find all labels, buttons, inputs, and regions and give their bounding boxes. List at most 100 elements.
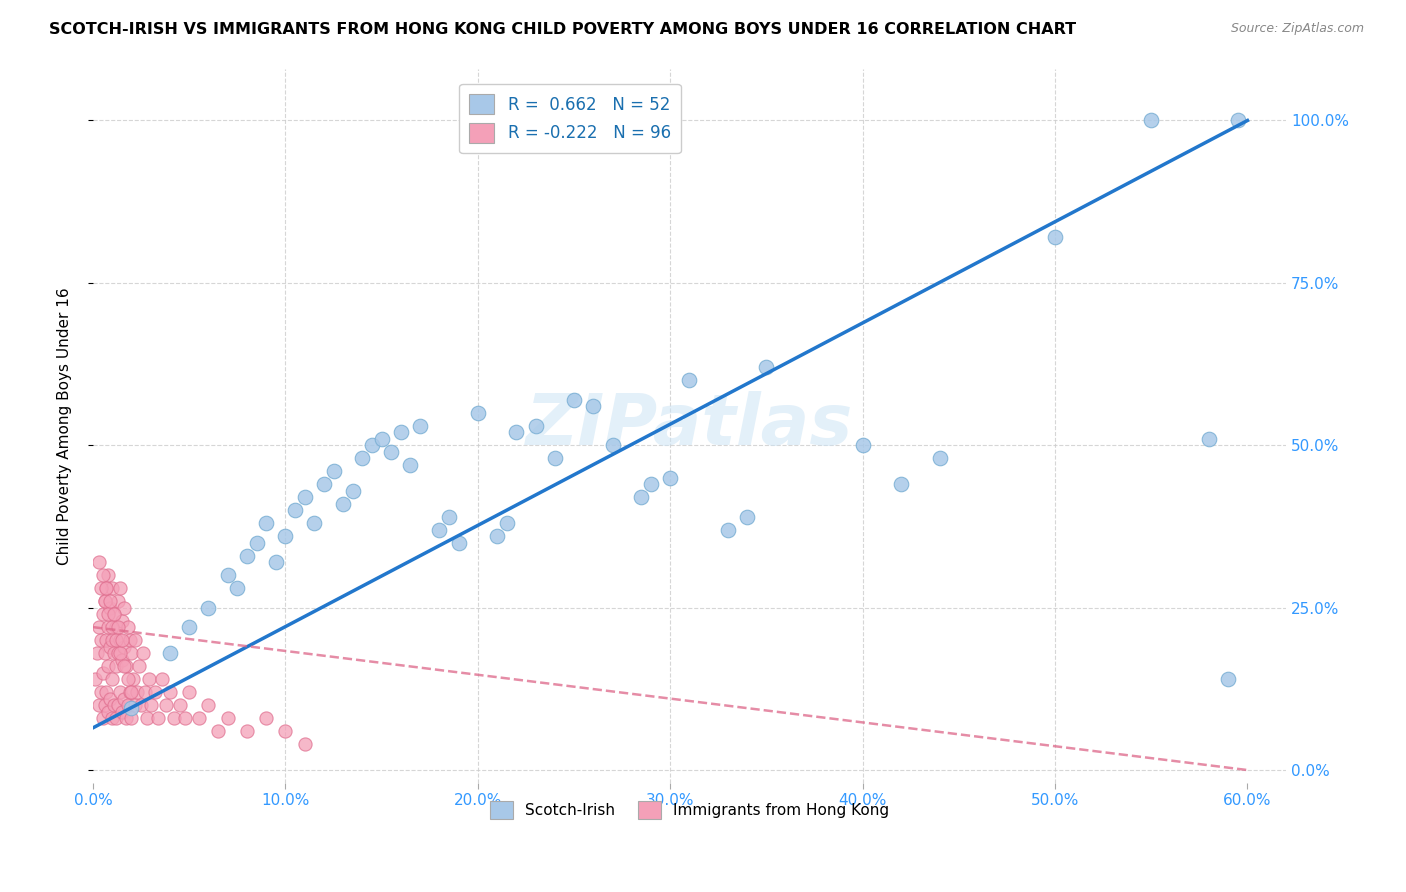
Point	[370, 432, 392, 446]
Point	[755, 360, 778, 375]
Point	[101, 581, 124, 595]
Point	[93, 594, 115, 608]
Point	[467, 406, 489, 420]
Point	[640, 477, 662, 491]
Point	[103, 607, 125, 622]
Point	[495, 516, 517, 531]
Point	[91, 665, 114, 680]
Point	[103, 698, 125, 712]
Legend: Scotch-Irish, Immigrants from Hong Kong: Scotch-Irish, Immigrants from Hong Kong	[484, 795, 896, 825]
Point	[138, 672, 160, 686]
Text: Source: ZipAtlas.com: Source: ZipAtlas.com	[1230, 22, 1364, 36]
Point	[148, 711, 170, 725]
Point	[90, 685, 112, 699]
Point	[112, 640, 135, 654]
Point	[135, 711, 157, 725]
Point	[735, 509, 758, 524]
Point	[274, 724, 297, 739]
Point	[121, 701, 143, 715]
Point	[103, 607, 125, 622]
Point	[264, 555, 287, 569]
Point	[143, 685, 166, 699]
Point	[101, 711, 124, 725]
Point	[98, 691, 121, 706]
Point	[105, 620, 128, 634]
Point	[121, 711, 143, 725]
Point	[890, 477, 912, 491]
Point	[121, 685, 143, 699]
Point	[254, 516, 277, 531]
Point	[87, 555, 110, 569]
Point	[486, 529, 509, 543]
Point	[108, 685, 131, 699]
Point	[111, 633, 134, 648]
Y-axis label: Child Poverty Among Boys Under 16: Child Poverty Among Boys Under 16	[58, 287, 72, 565]
Point	[84, 672, 107, 686]
Point	[207, 724, 229, 739]
Point	[117, 620, 139, 634]
Point	[91, 711, 114, 725]
Point	[93, 698, 115, 712]
Point	[437, 509, 460, 524]
Point	[217, 711, 239, 725]
Point	[1218, 672, 1240, 686]
Point	[101, 620, 124, 634]
Point	[87, 698, 110, 712]
Point	[111, 705, 134, 719]
Point	[107, 620, 129, 634]
Point	[127, 685, 149, 699]
Point	[1043, 230, 1066, 244]
Point	[117, 698, 139, 712]
Point	[505, 425, 527, 440]
Point	[101, 672, 124, 686]
Point	[389, 425, 412, 440]
Point	[236, 724, 259, 739]
Point	[90, 581, 112, 595]
Point	[197, 698, 219, 712]
Point	[122, 672, 145, 686]
Point	[155, 698, 177, 712]
Point	[409, 418, 432, 433]
Point	[96, 581, 118, 595]
Point	[108, 646, 131, 660]
Point	[304, 516, 326, 531]
Point	[87, 620, 110, 634]
Point	[630, 490, 652, 504]
Point	[717, 523, 740, 537]
Point	[103, 646, 125, 660]
Point	[86, 646, 108, 660]
Point	[852, 438, 875, 452]
Point	[294, 737, 316, 751]
Point	[129, 698, 152, 712]
Point	[659, 471, 682, 485]
Point	[159, 646, 181, 660]
Point	[118, 685, 141, 699]
Point	[1140, 113, 1163, 128]
Point	[524, 418, 547, 433]
Point	[312, 477, 335, 491]
Point	[332, 497, 354, 511]
Point	[91, 607, 114, 622]
Point	[112, 600, 135, 615]
Point	[602, 438, 624, 452]
Point	[678, 373, 700, 387]
Point	[108, 633, 131, 648]
Point	[352, 451, 374, 466]
Point	[134, 685, 156, 699]
Point	[174, 711, 197, 725]
Point	[98, 600, 121, 615]
Point	[107, 594, 129, 608]
Point	[101, 633, 124, 648]
Point	[322, 464, 344, 478]
Point	[108, 581, 131, 595]
Point	[169, 698, 191, 712]
Point	[112, 659, 135, 673]
Point	[187, 711, 209, 725]
Point	[105, 659, 128, 673]
Point	[150, 672, 173, 686]
Point	[399, 458, 422, 472]
Point	[97, 607, 120, 622]
Point	[342, 483, 364, 498]
Point	[447, 535, 470, 549]
Point	[98, 594, 121, 608]
